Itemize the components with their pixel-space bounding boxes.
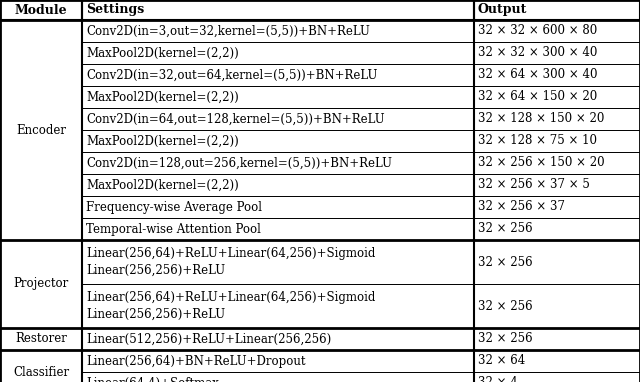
Bar [82,108,474,130]
Text: MaxPool2D(kernel=(2,2)): MaxPool2D(kernel=(2,2)) [86,91,239,104]
Bar [82,130,474,152]
Bar [82,152,474,174]
Text: Conv2D(in=128,out=256,kernel=(5,5))+BN+ReLU: Conv2D(in=128,out=256,kernel=(5,5))+BN+R… [86,157,392,170]
Text: 32 × 256: 32 × 256 [477,332,532,345]
Text: Conv2D(in=64,out=128,kernel=(5,5))+BN+ReLU: Conv2D(in=64,out=128,kernel=(5,5))+BN+Re… [86,113,385,126]
Text: Projector: Projector [13,277,68,290]
Text: 32 × 256 × 37: 32 × 256 × 37 [477,201,564,214]
Bar [82,218,474,240]
Text: MaxPool2D(kernel=(2,2)): MaxPool2D(kernel=(2,2)) [86,178,239,191]
Text: 32 × 4: 32 × 4 [477,377,517,382]
Text: Frequency-wise Average Pool: Frequency-wise Average Pool [86,201,262,214]
Text: 32 × 64 × 150 × 20: 32 × 64 × 150 × 20 [477,91,597,104]
Bar [0,350,82,382]
Bar [474,218,640,240]
Text: Linear(512,256)+ReLU+Linear(256,256): Linear(512,256)+ReLU+Linear(256,256) [86,332,331,345]
Bar [0,328,82,350]
Bar [82,174,474,196]
Bar [474,350,640,372]
Bar [474,20,640,42]
Text: Linear(256,64)+ReLU+Linear(64,256)+Sigmoid
Linear(256,256)+ReLU: Linear(256,64)+ReLU+Linear(64,256)+Sigmo… [86,248,375,277]
Text: 32 × 256: 32 × 256 [477,222,532,235]
Text: 32 × 32 × 600 × 80: 32 × 32 × 600 × 80 [477,24,597,37]
Bar [82,86,474,108]
Text: 32 × 32 × 300 × 40: 32 × 32 × 300 × 40 [477,47,597,60]
Bar [0,240,82,328]
Bar [82,350,474,372]
Text: Settings: Settings [86,3,144,16]
Bar [474,372,640,382]
Bar [82,64,474,86]
Bar [0,0,640,20]
Bar [82,42,474,64]
Bar [474,130,640,152]
Text: MaxPool2D(kernel=(2,2)): MaxPool2D(kernel=(2,2)) [86,47,239,60]
Bar [474,328,640,350]
Text: 32 × 256 × 37 × 5: 32 × 256 × 37 × 5 [477,178,589,191]
Text: Output: Output [477,3,527,16]
Text: Linear(64,4)+Softmax: Linear(64,4)+Softmax [86,377,219,382]
Bar [82,20,474,42]
Text: 32 × 256: 32 × 256 [477,256,532,269]
Text: Linear(256,64)+BN+ReLU+Dropout: Linear(256,64)+BN+ReLU+Dropout [86,354,305,367]
Text: 32 × 64: 32 × 64 [477,354,525,367]
Text: Conv2D(in=32,out=64,kernel=(5,5))+BN+ReLU: Conv2D(in=32,out=64,kernel=(5,5))+BN+ReL… [86,68,378,81]
Text: Classifier: Classifier [13,366,69,379]
Bar [474,42,640,64]
Bar [82,328,474,350]
Text: 32 × 256 × 150 × 20: 32 × 256 × 150 × 20 [477,157,604,170]
Bar [474,196,640,218]
Text: Conv2D(in=3,out=32,kernel=(5,5))+BN+ReLU: Conv2D(in=3,out=32,kernel=(5,5))+BN+ReLU [86,24,370,37]
Text: Encoder: Encoder [16,123,66,136]
Text: Temporal-wise Attention Pool: Temporal-wise Attention Pool [86,222,260,235]
Bar [82,240,474,284]
Text: Restorer: Restorer [15,332,67,345]
Bar [474,240,640,284]
Text: MaxPool2D(kernel=(2,2)): MaxPool2D(kernel=(2,2)) [86,134,239,147]
Bar [0,20,82,240]
Bar [82,372,474,382]
Bar [82,284,474,328]
Bar [82,196,474,218]
Text: 32 × 128 × 150 × 20: 32 × 128 × 150 × 20 [477,113,604,126]
Text: 32 × 256: 32 × 256 [477,299,532,312]
Bar [474,284,640,328]
Bar [474,86,640,108]
Bar [474,64,640,86]
Bar [474,108,640,130]
Text: 32 × 128 × 75 × 10: 32 × 128 × 75 × 10 [477,134,596,147]
Text: 32 × 64 × 300 × 40: 32 × 64 × 300 × 40 [477,68,597,81]
Bar [474,174,640,196]
Bar [474,152,640,174]
Text: Module: Module [15,3,67,16]
Text: Linear(256,64)+ReLU+Linear(64,256)+Sigmoid
Linear(256,256)+ReLU: Linear(256,64)+ReLU+Linear(64,256)+Sigmo… [86,291,375,320]
